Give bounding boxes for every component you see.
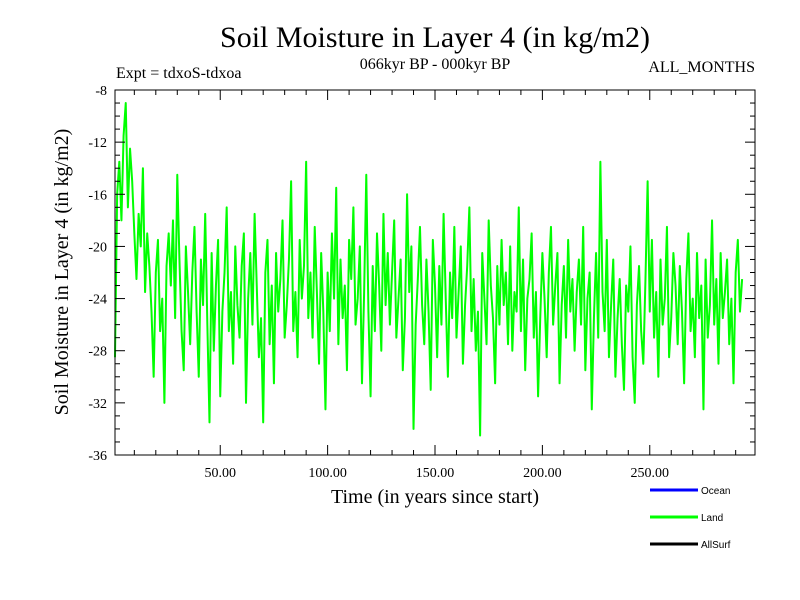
y-axis-label: Soil Moisture in Layer 4 (in kg/m2) (51, 129, 73, 416)
y-tick-label: -8 (95, 84, 107, 99)
y-tick-label: -16 (88, 188, 107, 203)
x-tick-label: 50.00 (204, 466, 236, 481)
y-tick-label: -32 (88, 397, 107, 412)
chart-title: Soil Moisture in Layer 4 (in kg/m2) (220, 21, 650, 54)
series-line-land (114, 102, 744, 437)
months-label: ALL_MONTHS (648, 59, 755, 76)
y-tick-label: -20 (88, 240, 107, 255)
x-tick-label: 100.00 (308, 466, 347, 481)
legend-label-ocean: Ocean (701, 486, 730, 497)
x-axis-label: Time (in years since start) (331, 486, 539, 508)
y-tick-label: -36 (88, 449, 107, 464)
y-tick-label: -28 (88, 345, 107, 360)
y-tick-label: -12 (88, 136, 107, 151)
legend-label-land: Land (701, 513, 723, 524)
x-tick-label: 200.00 (523, 466, 562, 481)
x-tick-label: 250.00 (631, 466, 670, 481)
x-tick-label: 150.00 (416, 466, 455, 481)
legend-label-allsurf: AllSurf (701, 540, 731, 551)
y-tick-label: -24 (88, 293, 107, 308)
experiment-label: Expt = tdxoS-tdxoa (116, 65, 241, 82)
legend: Ocean Land AllSurf (650, 486, 731, 551)
chart-subtitle: 066kyr BP - 000kyr BP (360, 56, 511, 73)
plot-area: 50.00 100.00 150.00 200.00 250.00 -8 -12 -16 -20… (88, 84, 756, 481)
